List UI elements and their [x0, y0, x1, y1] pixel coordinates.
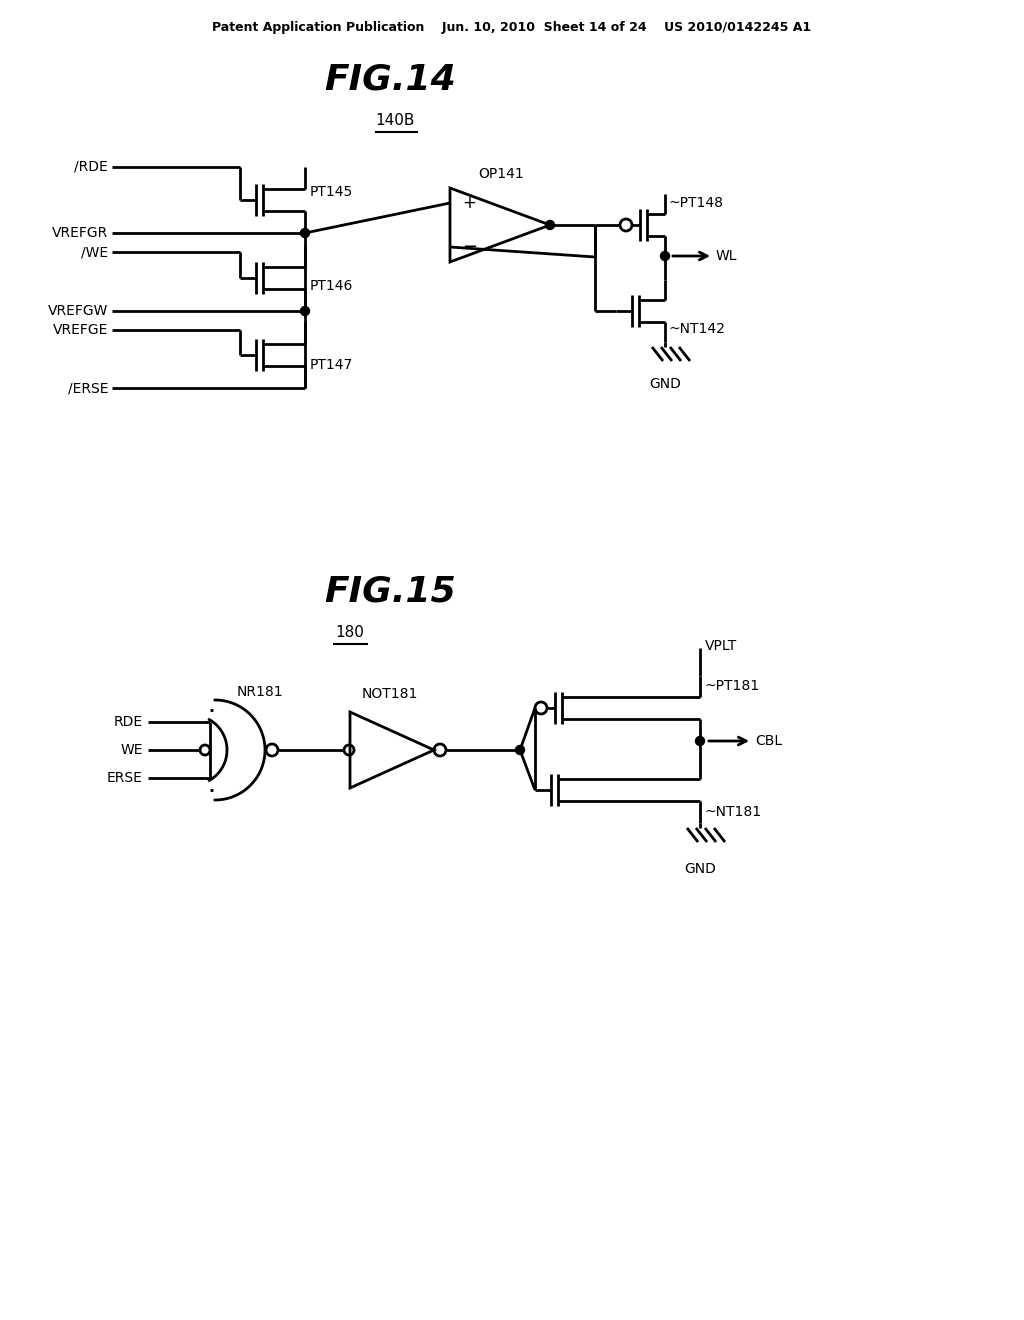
Text: GND: GND [649, 378, 681, 391]
Circle shape [515, 746, 524, 755]
Text: /ERSE: /ERSE [68, 381, 108, 395]
Circle shape [695, 737, 705, 746]
Text: ~NT142: ~NT142 [669, 322, 726, 337]
Text: NR181: NR181 [237, 685, 284, 700]
Circle shape [300, 306, 309, 315]
Text: +: + [462, 194, 476, 213]
Text: 180: 180 [336, 624, 365, 640]
Text: WL: WL [716, 249, 737, 263]
Text: RDE: RDE [114, 715, 143, 729]
Text: /WE: /WE [81, 246, 108, 259]
Text: VREFGW: VREFGW [48, 304, 108, 318]
Text: ~PT148: ~PT148 [669, 195, 724, 210]
Text: FIG.14: FIG.14 [325, 63, 456, 96]
Text: OP141: OP141 [478, 168, 523, 181]
Circle shape [546, 220, 555, 230]
Text: ~PT181: ~PT181 [705, 678, 760, 693]
Text: VPLT: VPLT [705, 639, 737, 653]
Text: WE: WE [121, 743, 143, 756]
Text: /RDE: /RDE [75, 160, 108, 174]
Text: PT147: PT147 [310, 358, 353, 372]
Circle shape [300, 228, 309, 238]
Text: Patent Application Publication    Jun. 10, 2010  Sheet 14 of 24    US 2010/01422: Patent Application Publication Jun. 10, … [212, 21, 812, 33]
Text: VREFGE: VREFGE [52, 323, 108, 337]
Text: PT145: PT145 [310, 185, 353, 199]
Text: 140B: 140B [376, 114, 415, 128]
Text: GND: GND [684, 862, 716, 876]
Text: CBL: CBL [755, 734, 782, 748]
Text: PT146: PT146 [310, 279, 353, 293]
Text: −: − [462, 238, 477, 256]
Text: ~NT181: ~NT181 [705, 805, 762, 818]
Text: ERSE: ERSE [108, 771, 143, 785]
Text: VREFGR: VREFGR [52, 226, 108, 240]
Text: FIG.15: FIG.15 [325, 576, 456, 609]
Circle shape [660, 252, 670, 260]
Text: NOT181: NOT181 [361, 686, 418, 701]
